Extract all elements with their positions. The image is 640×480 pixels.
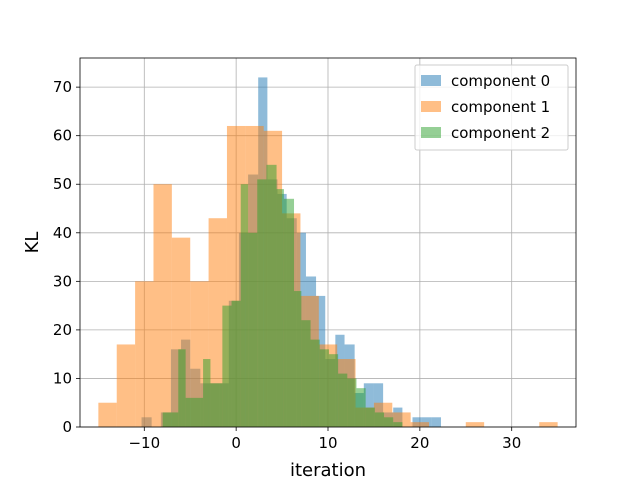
legend-label: component 0 — [451, 72, 550, 90]
bar-series-2 — [294, 291, 302, 427]
bar-series-2 — [283, 198, 295, 427]
bar-series-2 — [276, 189, 284, 427]
bar-series-2 — [266, 164, 277, 427]
bar-series-0 — [421, 417, 432, 427]
bar-series-2 — [310, 339, 320, 427]
bar-series-1 — [539, 422, 558, 427]
ticks: −10 0 10 20 30 0 10 20 30 40 50 60 70 — [53, 78, 521, 452]
bar-series-2 — [338, 373, 348, 427]
bar-series-0 — [363, 383, 374, 427]
bar-series-0 — [431, 417, 441, 427]
bar-series-1 — [171, 237, 191, 427]
bar-series-2 — [347, 378, 357, 427]
legend-label: component 2 — [451, 124, 550, 142]
bar-series-0 — [412, 417, 422, 427]
bar-series-2 — [301, 320, 311, 427]
legend-swatch — [421, 127, 441, 138]
legend-label: component 1 — [451, 98, 550, 116]
y-tick-label: 70 — [53, 78, 72, 96]
bar-series-1 — [98, 402, 117, 427]
bar-series-1 — [153, 184, 172, 427]
bars — [98, 77, 558, 427]
bar-series-2 — [210, 383, 223, 427]
bar-series-2 — [257, 179, 267, 427]
bar-series-1 — [135, 281, 154, 427]
y-tick-label: 60 — [53, 127, 72, 145]
bar-series-2 — [222, 305, 232, 427]
bar-series-2 — [365, 407, 375, 427]
bar-series-2 — [328, 354, 339, 427]
legend-box — [414, 64, 569, 151]
bar-series-2 — [185, 397, 204, 427]
bar-series-2 — [162, 412, 179, 427]
y-tick-label: 10 — [53, 369, 72, 387]
bar-series-2 — [384, 417, 394, 427]
y-tick-label: 40 — [53, 224, 72, 242]
y-tick-label: 50 — [53, 175, 72, 193]
bar-series-1 — [465, 422, 485, 427]
y-tick-label: 20 — [53, 321, 72, 339]
x-tick-label: −10 — [128, 434, 160, 452]
legend-swatch — [421, 101, 441, 112]
bar-series-2 — [203, 359, 211, 427]
x-tick-label: 10 — [318, 434, 337, 452]
legend-swatch — [421, 75, 441, 86]
y-axis-label: KL — [22, 232, 43, 254]
bar-series-2 — [393, 422, 403, 427]
x-tick-label: 0 — [231, 434, 241, 452]
bar-series-2 — [374, 412, 385, 427]
bar-series-2 — [248, 232, 258, 427]
bar-series-1 — [116, 344, 136, 427]
bar-series-1 — [410, 422, 430, 427]
y-tick-label: 0 — [62, 418, 72, 436]
bar-series-2 — [240, 184, 249, 427]
x-tick-label: 20 — [410, 434, 429, 452]
bar-series-2 — [356, 388, 366, 427]
legend: component 0 component 1 component 2 — [414, 64, 569, 151]
bar-series-2 — [178, 349, 186, 427]
x-axis-label: iteration — [290, 460, 366, 480]
x-tick-label: 30 — [502, 434, 521, 452]
bar-series-2 — [231, 300, 241, 427]
y-tick-label: 30 — [53, 272, 72, 290]
bar-series-2 — [319, 349, 329, 427]
